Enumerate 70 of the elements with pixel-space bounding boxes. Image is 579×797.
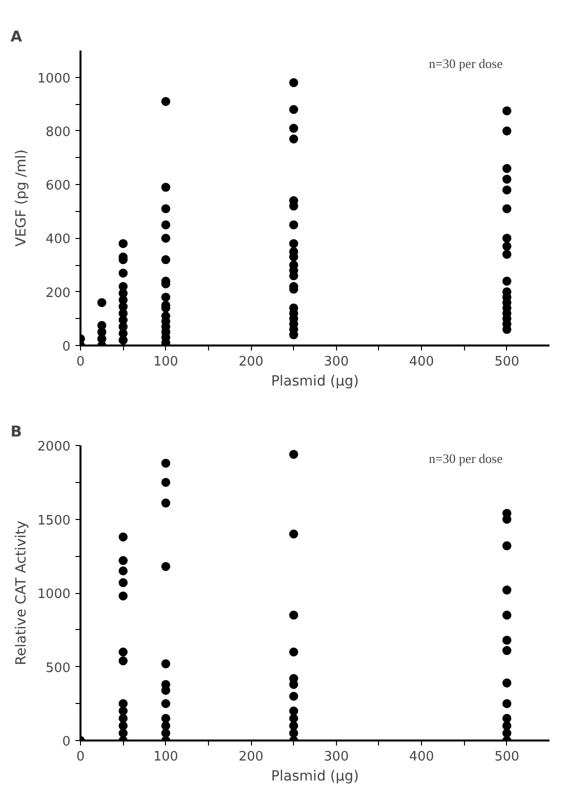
x-axis-title: Plasmid (µg) [271,374,359,390]
point [118,591,128,600]
point [118,714,128,723]
point [118,699,128,708]
point [289,450,298,459]
annotation: n=30 per dose [428,56,503,72]
x-tick-label: 400 [409,354,434,370]
chart-title: A [10,28,22,46]
point [502,678,512,688]
point [118,566,128,576]
x-tick-label: 100 [153,750,178,764]
y-tick-label: 1000 [37,71,71,86]
point [289,706,298,716]
x-tick-label: 200 [238,750,264,764]
y-tick-label: 0 [62,340,71,354]
point [502,728,512,738]
x-tick-label: 300 [324,354,349,370]
annotation: n=30 per dose [428,451,503,466]
x-tick-label: 0 [76,750,85,764]
y-tick-label: 800 [46,124,71,140]
point [161,478,170,487]
y-tick-label: 0 [62,734,71,750]
point [289,721,298,730]
point [289,714,298,723]
point [118,648,128,656]
point [118,728,128,738]
point [118,556,128,566]
y-axis-title: VEGF (pg /ml) [13,149,30,247]
point [502,721,512,730]
point [161,659,170,668]
point [161,728,170,738]
x-tick-label: 200 [238,354,264,370]
point [502,646,512,656]
y-tick-label: 200 [46,286,71,301]
point [161,714,170,723]
x-tick-label: 500 [494,750,520,764]
y-tick-label: 600 [46,178,71,194]
point [502,610,512,620]
y-tick-label: 400 [46,232,71,248]
y-tick-label: 500 [46,660,71,676]
point [289,728,298,738]
point [502,714,512,723]
point [118,706,128,716]
point [289,610,298,620]
point [118,656,128,666]
chart-title: B [10,422,22,440]
x-tick-label: 400 [409,750,434,764]
x-tick-label: 100 [153,354,178,370]
point [502,586,512,595]
y-tick-label: 1000 [37,587,71,602]
point [289,648,298,656]
point [161,562,170,571]
point [161,699,170,708]
point [289,692,298,701]
y-tick-label: 1500 [37,513,71,528]
point [161,498,170,508]
point [118,578,128,588]
point [502,636,512,645]
x-tick-label: 500 [494,354,520,370]
point [118,721,128,730]
y-tick-label: 2000 [37,440,71,454]
point [502,699,512,708]
point [118,532,128,542]
point [502,541,512,550]
point [289,530,298,538]
x-tick-label: 300 [324,750,349,764]
point [161,458,170,468]
x-axis-title: Plasmid (µg) [271,768,359,784]
y-axis-title: Relative CAT Activity [13,520,30,666]
x-tick-label: 0 [76,354,85,370]
